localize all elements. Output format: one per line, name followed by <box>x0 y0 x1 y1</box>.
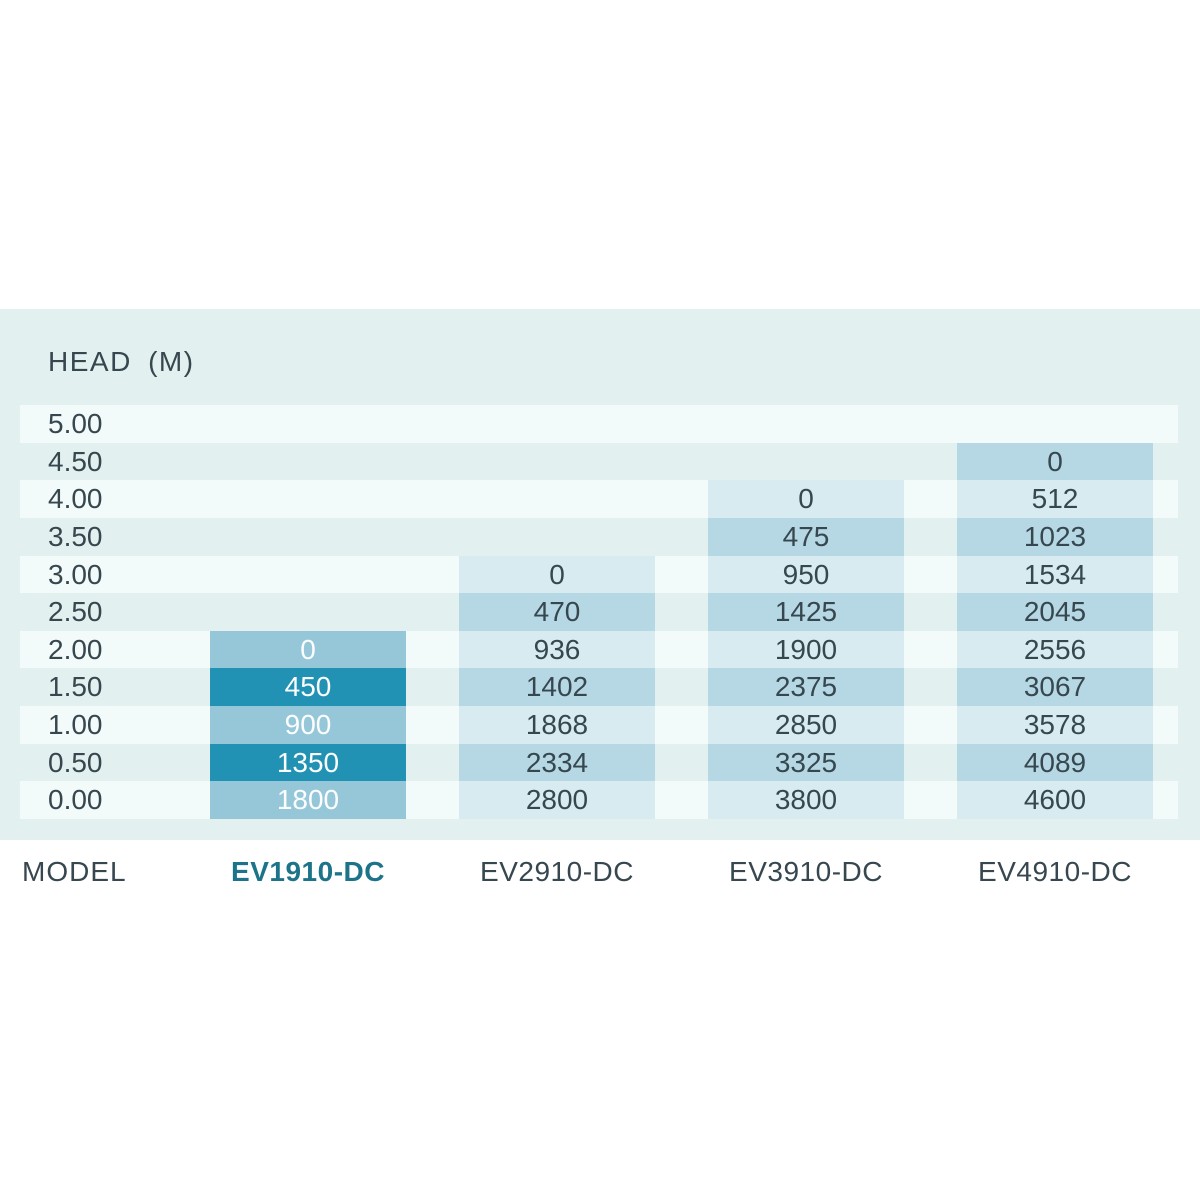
head-axis-label: HEAD (M) <box>48 346 195 377</box>
model-name-ev1910-dc: EV1910-DC <box>231 856 385 887</box>
flow-value-cell: 2334 <box>459 743 655 782</box>
model-row: MODEL EV1910-DC EV2910-DC EV3910-DC EV4910-… <box>0 852 1200 892</box>
flow-value-cell: 936 <box>459 630 655 669</box>
flow-value-cell: 2045 <box>957 593 1153 631</box>
model-row-label: MODEL <box>22 856 127 887</box>
head-row-label: 4.50 <box>48 445 103 477</box>
flow-value-cell: 2375 <box>708 668 904 707</box>
flow-value-cell: 3578 <box>957 706 1153 744</box>
flow-value-cell: 1800 <box>210 781 406 820</box>
flow-value-cell: 3800 <box>708 781 904 820</box>
flow-value-cell: 900 <box>210 706 406 744</box>
model-name-ev2910-dc: EV2910-DC <box>480 856 634 887</box>
flow-value-cell: 1425 <box>708 593 904 631</box>
flow-value-cell: 1900 <box>708 630 904 669</box>
flow-value-cell: 950 <box>708 555 904 594</box>
flow-value-cell: 3067 <box>957 668 1153 707</box>
flow-value-cell: 2800 <box>459 781 655 820</box>
flow-value-cell: 2556 <box>957 630 1153 669</box>
head-flow-table: HEAD (M) 5.00 4.50 4.00 3.50 3.00 2.50 2.00 1.5… <box>0 309 1200 840</box>
head-row-label: 0.00 <box>48 784 103 816</box>
flow-value-cell: 0 <box>210 630 406 669</box>
head-row-label: 2.00 <box>48 633 103 665</box>
flow-value-cell: 0 <box>459 555 655 594</box>
table-row-stripe <box>20 405 1178 443</box>
flow-value-cell: 512 <box>957 480 1153 518</box>
flow-value-cell: 2850 <box>708 706 904 744</box>
flow-value-cell: 1350 <box>210 743 406 782</box>
flow-value-cell: 0 <box>957 442 1153 481</box>
head-row-label: 3.00 <box>48 558 103 590</box>
flow-value-cell: 1023 <box>957 517 1153 556</box>
head-row-label: 5.00 <box>48 408 103 439</box>
flow-value-cell: 0 <box>708 480 904 518</box>
flow-value-cell: 4600 <box>957 781 1153 820</box>
flow-value-cell: 470 <box>459 593 655 631</box>
flow-value-cell: 1534 <box>957 555 1153 594</box>
flow-value-cell: 1868 <box>459 706 655 744</box>
model-name-ev3910-dc: EV3910-DC <box>729 856 883 887</box>
flow-value-cell: 3325 <box>708 743 904 782</box>
model-name-ev4910-dc: EV4910-DC <box>978 856 1132 887</box>
flow-value-cell: 4089 <box>957 743 1153 782</box>
flow-value-cell: 475 <box>708 517 904 556</box>
head-row-label: 0.50 <box>48 746 103 778</box>
flow-value-cell: 1402 <box>459 668 655 707</box>
head-row-label: 2.50 <box>48 596 103 628</box>
head-row-label: 1.00 <box>48 709 103 741</box>
head-row-label: 4.00 <box>48 483 103 515</box>
head-row-label: 1.50 <box>48 671 103 703</box>
flow-value-cell: 450 <box>210 668 406 707</box>
head-row-label: 3.50 <box>48 520 103 552</box>
